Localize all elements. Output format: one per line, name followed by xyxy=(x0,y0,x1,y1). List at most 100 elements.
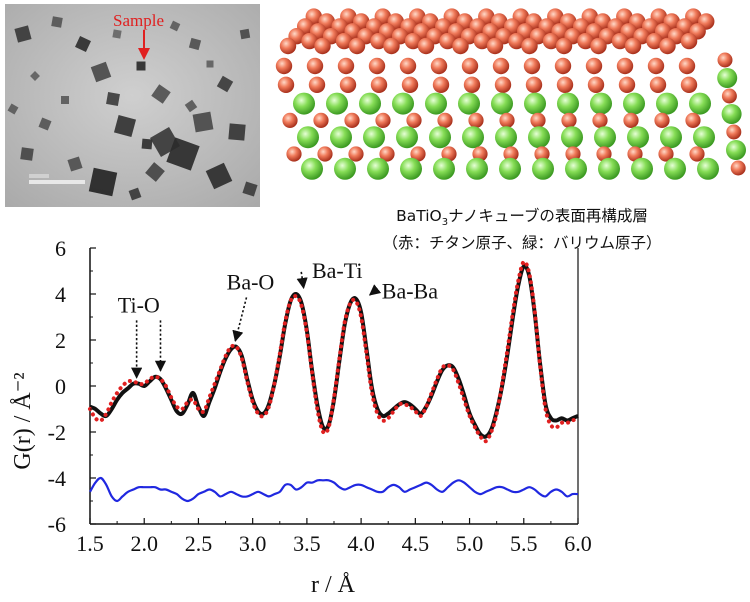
ti-atom xyxy=(282,112,298,128)
peak-arrow xyxy=(368,284,382,296)
y-tick-label: 4 xyxy=(55,282,66,307)
ti-atom xyxy=(523,57,541,75)
ti-atom xyxy=(473,32,491,50)
ti-atom xyxy=(306,57,324,75)
nanocube xyxy=(61,96,69,104)
nanocube xyxy=(216,75,234,93)
ti-atom xyxy=(499,112,515,128)
ti-atom xyxy=(452,37,469,55)
tick-layer: 1.5 2.0 2.5 3.0 3.5 4.0 4.5 5.0 5.5 6.0 -6 -4 -2 0 2 4 6 xyxy=(48,236,592,556)
ti-atom xyxy=(689,146,705,162)
y-tick-label: 6 xyxy=(55,236,66,261)
ba-atom xyxy=(656,92,678,115)
ba-atom xyxy=(631,157,653,180)
ba-atom xyxy=(499,157,521,180)
batio3-surface-model xyxy=(275,8,746,180)
ba-atom xyxy=(491,92,513,115)
ti-atom xyxy=(308,76,326,94)
ti-atom xyxy=(275,57,293,75)
tem-micrograph: Sample xyxy=(5,4,260,207)
ba-atom xyxy=(557,92,579,115)
nanocube xyxy=(205,162,233,190)
caption-line-2: （赤：チタン原子、緑：バリウム原子） xyxy=(382,234,662,253)
ti-atom xyxy=(627,146,643,162)
ti-atom xyxy=(678,57,696,75)
x-tick-label: 1.5 xyxy=(76,531,104,556)
ti-atom xyxy=(494,76,512,94)
ba-atom xyxy=(425,92,447,115)
ba-atom xyxy=(363,126,385,149)
ti-atom xyxy=(685,112,701,128)
observed-gr-line xyxy=(89,264,579,439)
ba-atom xyxy=(664,157,686,180)
nanocube xyxy=(75,36,91,52)
ba-atom xyxy=(326,92,348,115)
difference-line xyxy=(89,476,579,503)
nanocube xyxy=(228,123,246,141)
ba-atom xyxy=(532,157,554,180)
ti-atom xyxy=(521,37,538,55)
y-tick-label: -2 xyxy=(48,420,66,445)
ba-atom xyxy=(717,68,738,88)
ti-atom xyxy=(534,146,550,162)
nanocube xyxy=(14,25,32,43)
ti-atom xyxy=(432,76,450,94)
ti-atom xyxy=(659,37,676,55)
ba-atom xyxy=(524,92,546,115)
ti-atom xyxy=(468,112,484,128)
x-tick-label: 4.5 xyxy=(402,531,430,556)
ba-atom xyxy=(330,126,352,149)
x-tick-label: 3.0 xyxy=(239,531,267,556)
x-tick-label: 3.5 xyxy=(293,531,321,556)
nanocube xyxy=(141,138,153,150)
y-tick-label: 2 xyxy=(55,328,66,353)
x-tick-label: 6.0 xyxy=(564,531,592,556)
ti-atom xyxy=(618,76,636,94)
nanocube xyxy=(7,103,19,115)
ti-atom xyxy=(721,88,737,104)
ti-atom xyxy=(439,32,456,50)
ti-atom xyxy=(370,76,388,94)
nanocube xyxy=(128,187,142,201)
ti-atom xyxy=(647,57,665,75)
ba-atom xyxy=(660,126,682,149)
ti-atom xyxy=(649,76,667,94)
ti-atom xyxy=(313,112,329,128)
y-tick-label: 0 xyxy=(55,374,66,399)
ti-atom xyxy=(441,146,457,162)
ti-atom xyxy=(624,37,642,55)
x-tick-label: 5.5 xyxy=(510,531,538,556)
ti-atom xyxy=(339,76,357,94)
ti-atom xyxy=(404,32,422,50)
nanocube xyxy=(239,28,251,40)
nanocube xyxy=(188,37,202,51)
ti-atom xyxy=(616,57,634,75)
ti-atom xyxy=(590,37,607,55)
ti-atom xyxy=(585,57,603,75)
ba-atom xyxy=(433,157,455,180)
nanocube xyxy=(166,137,200,171)
ti-atom xyxy=(461,57,479,75)
ba-atom xyxy=(697,157,719,180)
nanocube xyxy=(184,99,198,113)
nanocube xyxy=(88,167,118,197)
nanocube xyxy=(145,162,165,182)
ti-atom xyxy=(348,146,364,162)
fitted-gr-line xyxy=(88,259,580,444)
figure-caption: BaTiO3ナノキューブの表面再構成層 （赤：チタン原子、緑：バリウム原子） xyxy=(312,206,732,254)
nanocube xyxy=(136,61,146,71)
ba-atom xyxy=(301,157,323,180)
x-axis-label: r / Å xyxy=(311,572,356,598)
nanocube xyxy=(192,111,214,133)
ti-atom xyxy=(301,32,318,50)
ti-atom xyxy=(658,146,674,162)
ti-atom xyxy=(654,112,670,128)
caption-line-1: BaTiO3ナノキューブの表面再構成層 xyxy=(312,206,732,233)
ba-atom xyxy=(462,126,484,149)
annotation-layer: Ti-O Ba-O Ba-Ti Ba-Ba xyxy=(118,258,438,379)
ti-atom xyxy=(508,32,525,50)
ba-atom xyxy=(528,126,550,149)
ti-atom xyxy=(555,37,573,55)
peak-label-ba-o: Ba-O xyxy=(227,269,275,294)
tem-sample-label: Sample xyxy=(113,11,164,30)
